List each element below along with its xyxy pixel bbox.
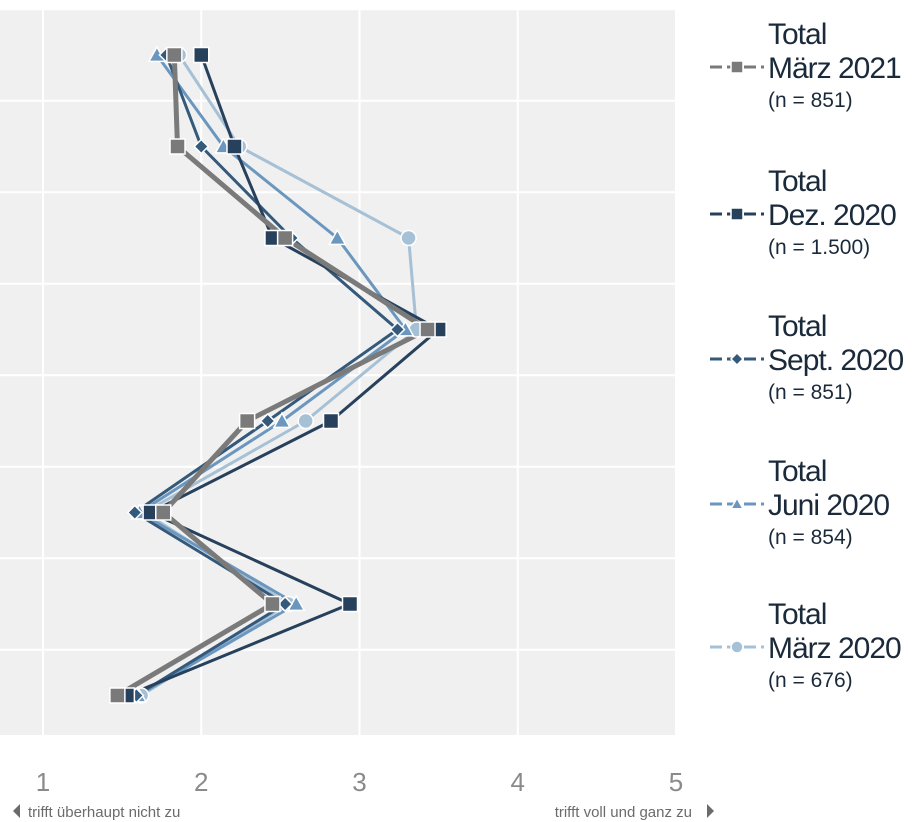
legend-label-line1: Total [768,455,827,488]
x-tick-label: 3 [352,767,366,797]
data-point [729,496,745,510]
data-point [169,138,186,155]
arrow-right-icon [707,804,714,818]
data-point [730,207,744,221]
legend-swatch-icon [710,207,764,221]
legend-label-line1: Total [768,310,827,343]
legend-label: Total Juni 2020 (n = 854) [768,455,890,551]
data-point [276,229,294,247]
legend-label-line1: Total [768,165,827,198]
data-point [730,60,744,74]
series-line [126,54,441,697]
series-markers [109,45,447,704]
legend-item: Total März 2020 (n = 676) [708,598,922,716]
legend-label-line1: Total [768,598,827,631]
series-line [140,54,418,697]
legend-label: Total März 2021 (n = 851) [768,18,902,114]
data-point [389,321,406,338]
data-point [322,412,340,430]
data-point [238,412,256,430]
data-point [193,46,210,64]
data-point [272,411,292,429]
legend-label-n: (n = 676) [768,669,853,692]
data-point [226,138,243,155]
legend-swatch-icon [710,496,764,510]
data-point [259,412,276,430]
legend-swatch-icon [710,351,764,367]
data-point [730,640,744,654]
x-tick-label: 1 [36,767,50,797]
legend-label-line1: Total [768,18,827,51]
data-point [193,138,210,155]
x-axis-ticks: 1 2 3 4 5 [36,767,683,797]
x-anchor-high: trifft voll und ganz zu [555,804,692,821]
legend-label: Total Dez. 2020 (n = 1.500) [768,165,897,261]
legend-label-line2: März 2020 [768,632,902,665]
data-point [419,321,436,338]
legend-label-line2: Juni 2020 [768,489,890,522]
data-point [400,229,417,247]
legend-swatch-icon [710,60,764,74]
arrow-left-icon [13,804,20,818]
legend-label: Total März 2020 (n = 676) [768,598,902,694]
series-line [116,54,430,698]
x-tick-label: 4 [511,767,525,797]
legend-label-line2: März 2021 [768,52,902,85]
data-point [341,595,359,613]
legend-item: Total März 2021 (n = 851) [708,18,922,136]
legend-label-n: (n = 854) [768,526,853,549]
x-tick-label: 2 [194,767,208,797]
legend-item: Total Sept. 2020 (n = 851) [708,310,922,428]
x-anchor-low: trifft überhaupt nicht zu [28,804,180,821]
legend-label-n: (n = 1.500) [768,236,871,259]
data-point [109,687,126,704]
legend-swatch-icon [710,640,764,654]
data-point [264,595,281,613]
legend-item: Total Juni 2020 (n = 854) [708,455,922,573]
legend-item: Total Dez. 2020 (n = 1.500) [708,165,922,283]
x-tick-label: 5 [669,767,683,797]
series-lines [116,54,441,698]
data-point [328,228,347,246]
data-point [297,412,314,430]
data-point [155,504,172,521]
legend-label-n: (n = 851) [768,381,853,404]
data-point [729,351,745,367]
legend-label-line2: Sept. 2020 [768,344,904,377]
legend-label-n: (n = 851) [768,89,853,112]
data-point [166,46,183,64]
legend-label: Total Sept. 2020 (n = 851) [768,310,904,406]
legend-label-line2: Dez. 2020 [768,199,897,232]
data-point [126,504,143,521]
